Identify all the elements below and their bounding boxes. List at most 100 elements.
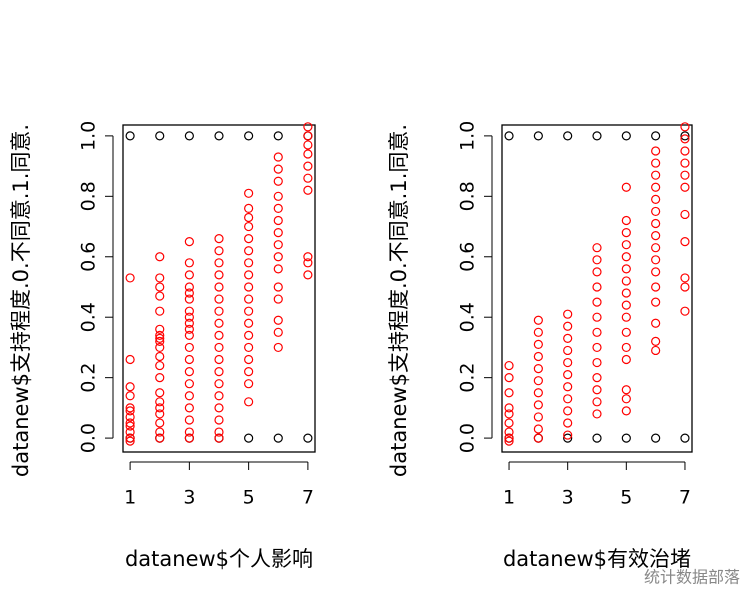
point — [563, 345, 573, 356]
point — [303, 140, 313, 150]
point — [680, 146, 690, 156]
point — [592, 342, 602, 353]
point — [244, 258, 254, 268]
point — [680, 134, 690, 144]
point — [680, 273, 690, 283]
point — [184, 427, 194, 437]
point — [125, 382, 135, 392]
point — [155, 131, 165, 141]
point — [303, 122, 313, 132]
point — [214, 330, 224, 340]
point — [303, 252, 313, 262]
point — [125, 421, 135, 431]
point — [155, 351, 165, 362]
point — [504, 131, 514, 141]
point — [155, 433, 165, 443]
point — [125, 412, 135, 422]
point — [651, 182, 661, 192]
point — [244, 234, 254, 244]
point — [244, 367, 254, 377]
point — [125, 427, 135, 437]
point — [214, 258, 224, 268]
point — [563, 418, 573, 428]
point — [273, 240, 283, 250]
y-axis-label: datanew$支持程度.0.不同意.1.同意. — [387, 124, 411, 477]
point — [680, 122, 690, 132]
point — [592, 397, 602, 407]
point — [244, 246, 254, 256]
point — [125, 436, 135, 446]
plot-frame — [122, 124, 316, 453]
point — [244, 379, 254, 389]
point — [214, 131, 224, 141]
point — [244, 354, 254, 365]
point — [563, 430, 573, 440]
point — [155, 252, 165, 262]
point — [273, 227, 283, 238]
point — [303, 173, 313, 183]
point — [504, 418, 514, 428]
point — [533, 339, 543, 350]
point — [273, 264, 283, 274]
point — [563, 131, 573, 141]
point — [592, 409, 602, 419]
point — [621, 215, 631, 226]
point — [651, 170, 661, 180]
point — [621, 342, 631, 353]
point — [592, 373, 602, 383]
point — [184, 312, 194, 322]
point — [273, 176, 283, 186]
point — [504, 427, 514, 437]
point — [651, 146, 661, 156]
point — [214, 282, 224, 292]
point — [244, 306, 254, 316]
point — [680, 282, 690, 292]
point — [125, 131, 135, 141]
point — [214, 270, 224, 280]
point — [214, 342, 224, 353]
point — [651, 267, 661, 277]
point — [184, 415, 194, 425]
point — [125, 403, 135, 413]
point — [303, 185, 313, 195]
point — [184, 318, 194, 328]
x-tick-label: 3 — [183, 487, 195, 509]
point — [621, 227, 631, 238]
point — [155, 388, 165, 398]
point — [680, 306, 690, 316]
point — [244, 212, 254, 223]
point — [592, 282, 602, 292]
point — [533, 400, 543, 410]
point — [155, 409, 165, 419]
point — [155, 342, 165, 353]
y-tick-label: 0.8 — [457, 181, 479, 211]
point — [214, 415, 224, 425]
point — [504, 409, 514, 419]
y-tick-label: 0.4 — [78, 302, 100, 332]
point — [184, 379, 194, 389]
point — [563, 394, 573, 404]
point — [680, 158, 690, 168]
point — [273, 252, 283, 262]
point — [155, 282, 165, 292]
point — [155, 336, 165, 346]
point — [621, 327, 631, 337]
point — [184, 324, 194, 334]
point — [214, 403, 224, 413]
point — [651, 318, 661, 328]
y-tick-label: 0.6 — [78, 242, 100, 272]
point — [125, 433, 135, 443]
point — [621, 312, 631, 322]
point — [592, 327, 602, 337]
point — [563, 433, 573, 443]
point — [214, 354, 224, 365]
point — [244, 433, 254, 443]
point — [303, 131, 313, 141]
point — [621, 300, 631, 310]
point — [244, 397, 254, 407]
x-tick-label: 5 — [620, 487, 632, 509]
point — [125, 406, 135, 416]
point — [155, 273, 165, 283]
point — [533, 433, 543, 443]
